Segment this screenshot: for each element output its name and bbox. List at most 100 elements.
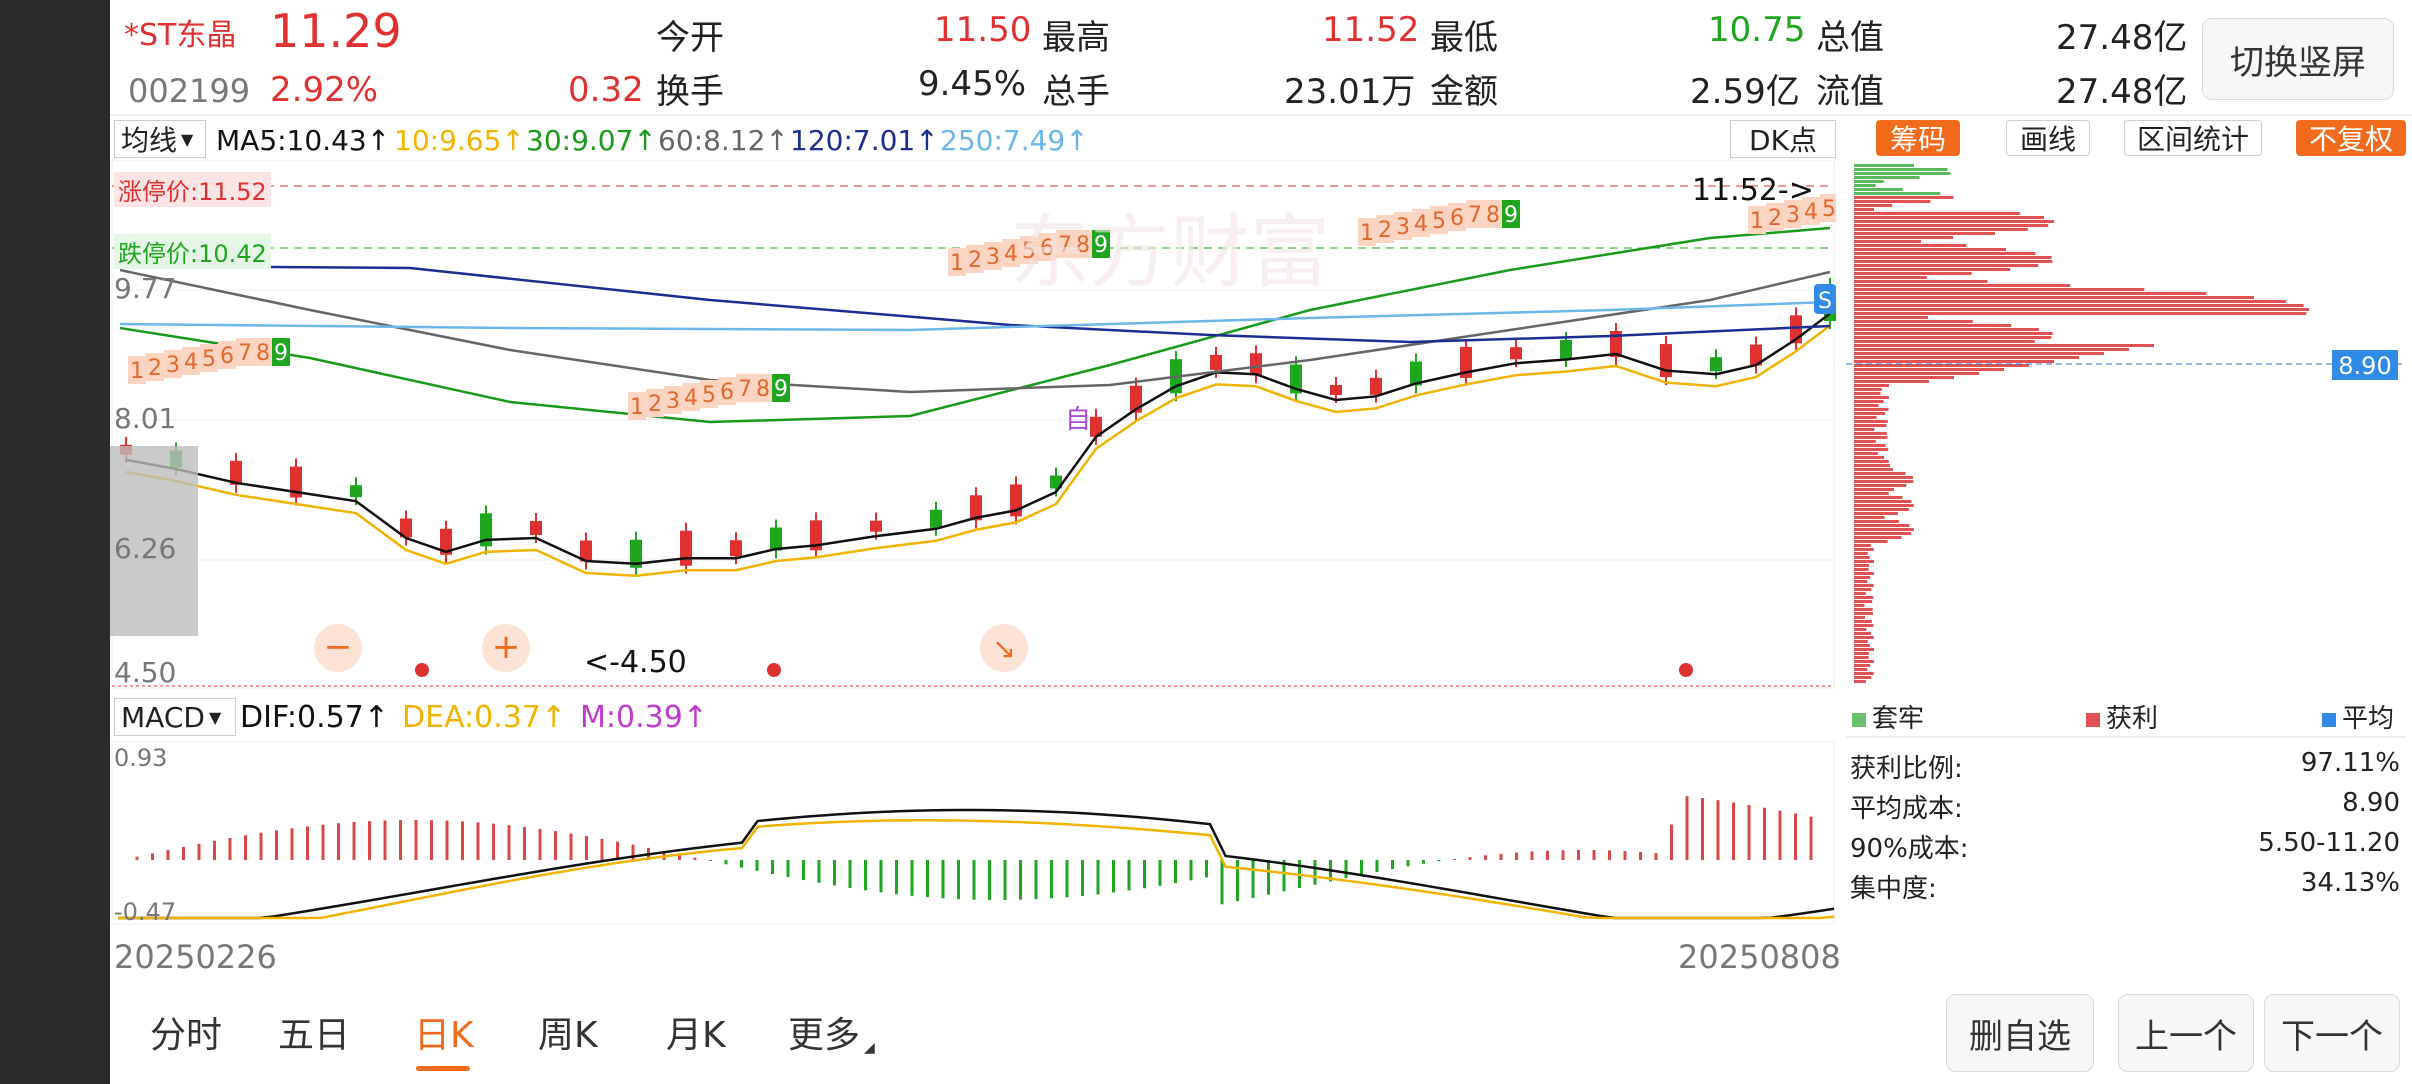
dk-point-button[interactable]: DK点 — [1730, 120, 1836, 158]
nine-label-bg — [700, 380, 718, 408]
nine-label-text: 3 — [1396, 215, 1410, 240]
next-stock-button[interactable]: 下一个 — [2264, 994, 2400, 1072]
volume-label: 总手 — [1042, 72, 1110, 112]
nine-label-text: 5 — [1822, 197, 1836, 222]
chip-bar — [1854, 484, 1907, 487]
chip-bar — [1854, 360, 2054, 363]
macd-bar — [941, 860, 945, 899]
macd-bar — [1685, 796, 1689, 860]
chip-bar — [1854, 592, 1866, 595]
tab-monthly-k[interactable]: 月K — [666, 1015, 726, 1056]
macd-bar — [1530, 851, 1534, 860]
chip-bar — [1854, 308, 2310, 311]
chip-bar — [1854, 192, 1941, 195]
macd-bar — [1468, 857, 1472, 860]
chip-bar — [1854, 240, 1922, 243]
chip-bar — [1854, 292, 2207, 295]
nine-label-text: 6 — [1040, 236, 1054, 261]
no-adjust-button[interactable]: 不复权 — [2296, 120, 2406, 156]
range-stats-button[interactable]: 区间统计 — [2124, 120, 2262, 156]
stat-row: 平均成本: 8.90 — [1850, 788, 2400, 828]
chip-bar — [1854, 400, 1884, 403]
kline-chart[interactable]: 1 2 3 4 5 6 7 8 91 2 3 4 5 6 7 8 91 2 3 4 5 6 7 8 9 1 2 3 4 5 6 7 8 9 1 2 3 4… — [110, 160, 1836, 690]
plus-zoom-icon[interactable] — [482, 624, 530, 672]
volume-value: 23.01万 — [1284, 72, 1416, 112]
ma250-value: 250:7.49↑ — [940, 124, 1089, 157]
chip-bar — [1854, 300, 2287, 303]
nine-label-text: 5 — [702, 383, 716, 408]
nine-label-text: 8 — [256, 341, 270, 366]
watermark-text: 东方财富 — [1010, 206, 1330, 299]
macd-bar — [383, 820, 387, 860]
remove-watchlist-button[interactable]: 删自选 — [1946, 994, 2094, 1072]
candle-body — [350, 485, 362, 498]
macd-bar — [1065, 860, 1069, 898]
previous-stock-button[interactable]: 上一个 — [2118, 994, 2254, 1072]
tab-more[interactable]: 更多 — [788, 1015, 861, 1056]
stat-label: 获利比例: — [1850, 754, 1963, 784]
nine-label-text: 2 — [968, 248, 982, 273]
chip-bar — [1854, 332, 2053, 335]
draw-line-button[interactable]: 画线 — [2006, 120, 2090, 156]
dea-line — [118, 819, 1835, 920]
max-price-tag: 11.52-> — [1692, 173, 1814, 208]
chip-bar — [1854, 352, 2104, 355]
stat-label: 平均成本: — [1850, 794, 1963, 824]
chip-bar — [1854, 624, 1874, 627]
ma5-line — [125, 312, 1831, 566]
shrink-icon[interactable] — [980, 624, 1028, 672]
macd-bar — [895, 860, 898, 895]
macd-bar — [709, 860, 712, 862]
chip-bar — [1854, 264, 2039, 267]
arrow-icon: ↘ — [992, 632, 1015, 665]
nine-label-bg — [1802, 197, 1820, 225]
dif-line — [118, 808, 1835, 920]
chip-bar — [1854, 244, 1967, 247]
macd-bar — [631, 844, 635, 860]
chip-bar — [1854, 488, 1895, 491]
switch-orientation-button[interactable]: 切换竖屏 — [2202, 18, 2394, 100]
chip-distribution-button[interactable]: 筹码 — [1876, 120, 1960, 156]
legend-label: 获利 — [2106, 704, 2159, 734]
candle-body — [1290, 364, 1302, 394]
chip-bar — [1854, 172, 1951, 175]
nine-label-text: 5 — [202, 347, 216, 372]
chip-distribution[interactable]: 8.90 — [1846, 160, 2406, 690]
abs-change: 0.32 — [568, 70, 644, 110]
minus-zoom-icon[interactable] — [314, 624, 362, 672]
kline-grid — [112, 289, 1832, 561]
chip-bar — [1854, 256, 2052, 259]
chip-bar — [1854, 392, 1881, 395]
nine-label-bg — [772, 374, 790, 402]
nine-label-bg — [1020, 236, 1038, 264]
chip-bar — [1854, 296, 2254, 299]
chip-bar — [1854, 468, 1893, 471]
left-scroll-handle[interactable] — [110, 446, 198, 636]
nine-label-text: 9 — [1094, 233, 1108, 258]
stat-row: 获利比例: 97.11% — [1850, 748, 2400, 788]
divider — [1846, 736, 2406, 738]
indicator-selector[interactable]: MACD ▼ — [114, 698, 236, 736]
chip-bar — [1854, 200, 1931, 203]
chip-bar — [1854, 348, 2129, 351]
macd-bar — [1158, 860, 1162, 886]
macd-bar — [817, 860, 821, 883]
nine-label-bg — [1074, 230, 1092, 258]
chip-bar — [1854, 344, 2154, 347]
macd-bar — [1499, 853, 1503, 860]
nine-label-bg — [1448, 203, 1466, 231]
tab-intraday[interactable]: 分时 — [150, 1015, 223, 1056]
tab-five-day[interactable]: 五日 — [278, 1015, 351, 1056]
candle-body — [930, 509, 942, 528]
chip-bar — [1854, 232, 1995, 235]
chip-bar — [1854, 512, 1898, 515]
tab-daily-k[interactable]: 日K — [414, 1015, 474, 1056]
nine-label-text: 3 — [666, 389, 680, 414]
chip-bar — [1854, 288, 2145, 291]
macd-bar — [1034, 860, 1038, 900]
macd-chart[interactable] — [110, 740, 1836, 926]
tab-weekly-k[interactable]: 周K — [538, 1015, 598, 1056]
chip-bar — [1854, 580, 1868, 583]
nine-label-text: 3 — [986, 245, 1000, 270]
ma-selector[interactable]: 均线 ▼ — [114, 120, 206, 158]
